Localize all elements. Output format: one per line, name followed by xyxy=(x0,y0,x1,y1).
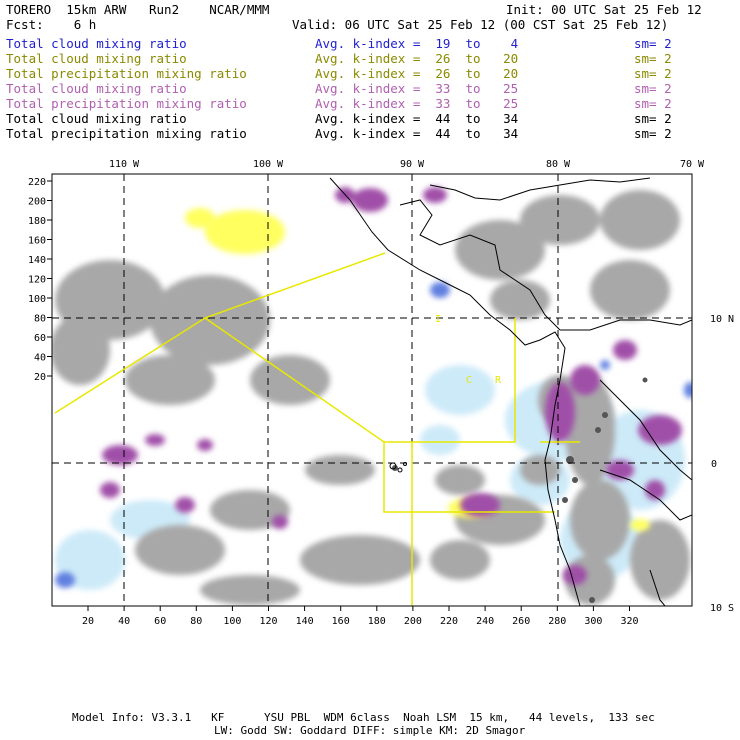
region-label-r: R xyxy=(495,375,502,386)
model-title: TORERO 15km ARW Run2 NCAR/MMM xyxy=(6,2,270,17)
coastlines xyxy=(329,177,692,606)
purple-cloud-areas xyxy=(100,187,682,585)
x-tick-label: 200 xyxy=(404,616,422,627)
map-frame xyxy=(51,173,693,607)
legend-row-kindex: Avg. k-index = 26 to 20 xyxy=(315,66,519,81)
footer-physics-info: LW: Godd SW: Goddard DIFF: simple KM: 2D… xyxy=(214,724,526,737)
y-tick-label: 180 xyxy=(28,216,46,227)
lon-label: 70 W xyxy=(680,159,705,170)
x-tick-label: 240 xyxy=(476,616,494,627)
lon-label: 110 W xyxy=(109,159,140,170)
region-labels: I C R xyxy=(435,314,502,386)
legend-row-sm: sm= 2 xyxy=(634,66,672,81)
legend-row-field: Total cloud mixing ratio xyxy=(6,51,187,66)
x-tick-label: 120 xyxy=(259,616,277,627)
x-tick-label: 220 xyxy=(440,616,458,627)
x-tick-label: 320 xyxy=(620,616,638,627)
x-tick-label: 140 xyxy=(296,616,314,627)
lon-label: 100 W xyxy=(253,159,284,170)
boundary-lines xyxy=(54,252,580,606)
forecast-hour: Fcst: 6 h xyxy=(6,17,97,32)
x-tick-label: 100 xyxy=(223,616,241,627)
footer-model-info: Model Info: V3.3.1 KF YSU PBL WDM 6class… xyxy=(72,711,655,724)
legend-row-kindex: Avg. k-index = 33 to 25 xyxy=(315,81,519,96)
y-tick-label: 200 xyxy=(28,197,46,208)
x-tick-label: 280 xyxy=(548,616,566,627)
y-tick-label: 160 xyxy=(28,236,46,247)
x-tick-label: 60 xyxy=(154,616,166,627)
gray-cloud-areas xyxy=(52,190,690,605)
legend-row-field: Total cloud mixing ratio xyxy=(6,111,187,126)
legend-row-field: Total precipitation mixing ratio xyxy=(6,66,247,81)
x-tick-label: 180 xyxy=(368,616,386,627)
lat-label: 10 N xyxy=(710,314,734,325)
y-tick-label: 80 xyxy=(34,314,46,325)
legend-row-sm: sm= 2 xyxy=(634,81,672,96)
lat-label: 10 S xyxy=(710,603,734,614)
legend-row-sm: sm= 2 xyxy=(634,36,672,51)
legend-row-field: Total cloud mixing ratio xyxy=(6,36,187,51)
region-label-i: I xyxy=(435,314,441,325)
region-label-c: C xyxy=(466,375,472,386)
x-tick-label: 160 xyxy=(332,616,350,627)
x-tick-label: 80 xyxy=(190,616,202,627)
lon-label: 80 W xyxy=(546,159,571,170)
x-tick-label: 20 xyxy=(82,616,94,627)
y-tick-label: 100 xyxy=(28,294,46,305)
legend-row-kindex: Avg. k-index = 33 to 25 xyxy=(315,96,519,111)
y-tick-label: 20 xyxy=(34,372,46,383)
lat-label: 0 xyxy=(711,459,717,470)
y-tick-label: 220 xyxy=(28,177,46,188)
legend-row-field: Total precipitation mixing ratio xyxy=(6,126,247,141)
y-tick-label: 120 xyxy=(28,275,46,286)
legend-row-sm: sm= 2 xyxy=(634,51,672,66)
init-time: Init: 00 UTC Sat 25 Feb 12 xyxy=(506,2,702,17)
legend-row-kindex: Avg. k-index = 19 to 4 xyxy=(315,36,519,51)
x-tick-label: 260 xyxy=(512,616,530,627)
y-tick-label: 140 xyxy=(28,255,46,266)
lon-label: 90 W xyxy=(400,159,425,170)
legend-row-kindex: Avg. k-index = 44 to 34 xyxy=(315,111,519,126)
valid-time: Valid: 06 UTC Sat 25 Feb 12 (00 CST Sat … xyxy=(292,17,669,32)
legend-row-field: Total cloud mixing ratio xyxy=(6,81,187,96)
x-tick-label: 40 xyxy=(118,616,130,627)
blue-cloud-areas xyxy=(55,282,692,588)
y-tick-label: 40 xyxy=(34,353,46,364)
legend-row-sm: sm= 2 xyxy=(634,111,672,126)
x-tick-label: 300 xyxy=(584,616,602,627)
field-shading: I C R xyxy=(52,174,692,606)
legend-row-sm: sm= 2 xyxy=(634,96,672,111)
legend-row-sm: sm= 2 xyxy=(634,126,672,141)
legend-row-field: Total precipitation mixing ratio xyxy=(6,96,247,111)
legend-row-kindex: Avg. k-index = 26 to 20 xyxy=(315,51,519,66)
y-tick-label: 60 xyxy=(34,333,46,344)
legend-row-kindex: Avg. k-index = 44 to 34 xyxy=(315,126,519,141)
